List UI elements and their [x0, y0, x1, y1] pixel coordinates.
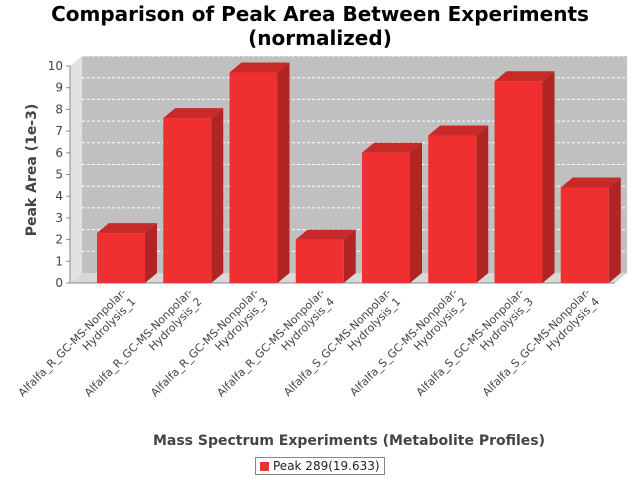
bar-top [163, 108, 224, 119]
y-tick-label: 6 [55, 146, 63, 160]
bar-side [277, 62, 290, 284]
bar-side [145, 223, 157, 283]
x-tick-label: Alfalfa_R_GC-MS-Nonpolar-Hydrolysis_1 [16, 286, 139, 409]
y-tick-label: 2 [55, 233, 63, 247]
bar [163, 108, 224, 283]
chart-title-line-2: (normalized) [248, 26, 392, 50]
bar-front [229, 72, 278, 283]
bar-side [608, 177, 621, 283]
bar-front [560, 187, 609, 283]
bar-front [494, 81, 543, 283]
y-tick-label: 1 [55, 254, 63, 268]
bar-top [229, 62, 290, 73]
bars [97, 62, 621, 284]
bar-top [428, 125, 489, 136]
y-tick-label: 3 [55, 211, 63, 225]
bar [97, 223, 157, 283]
bar [428, 125, 489, 283]
y-tick-label: 7 [55, 124, 63, 138]
y-tick-label: 10 [48, 59, 63, 73]
y-tick-label: 5 [55, 168, 63, 182]
bar-top [494, 71, 555, 82]
bar [362, 142, 422, 283]
bar-front [97, 233, 145, 283]
bar [494, 71, 555, 283]
bar-side [410, 142, 422, 283]
plot-left-wall [70, 56, 82, 283]
bar-front [163, 118, 212, 283]
bar-side [211, 108, 224, 283]
bar-side [343, 229, 356, 283]
chart-title: Comparison of Peak Area Between Experime… [0, 2, 640, 50]
x-axis-tick-labels: Alfalfa_R_GC-MS-Nonpolar-Hydrolysis_1Alf… [16, 286, 602, 409]
legend-swatch [260, 461, 269, 471]
y-axis-ticks: 0 1 2 3 4 5 6 7 8 9 10 [48, 59, 70, 290]
bar-top [560, 177, 621, 188]
bar-side [542, 71, 555, 283]
chart-title-line-1: Comparison of Peak Area Between Experime… [51, 2, 589, 26]
bar [560, 177, 621, 283]
bar [229, 62, 290, 284]
x-axis-title: Mass Spectrum Experiments (Metabolite Pr… [153, 433, 545, 449]
y-tick-label: 4 [55, 189, 63, 203]
y-tick-label: 0 [55, 276, 63, 290]
bar-front [362, 152, 410, 283]
bar-front [295, 239, 344, 283]
bar-top [97, 223, 157, 234]
y-axis-title: Peak Area (1e-3) [24, 104, 40, 237]
bar [295, 229, 356, 283]
x-tick-label-line: Alfalfa_R_GC-MS-Nonpolar- [16, 286, 129, 399]
bar-top [295, 229, 356, 240]
bar-front [428, 135, 477, 283]
y-tick-label: 9 [55, 81, 63, 95]
legend-label: Peak 289(19.633) [273, 459, 380, 473]
bar-top [362, 142, 422, 153]
y-tick-label: 8 [55, 102, 63, 116]
legend: Peak 289(19.633) [255, 457, 385, 475]
bar-side [476, 125, 489, 283]
